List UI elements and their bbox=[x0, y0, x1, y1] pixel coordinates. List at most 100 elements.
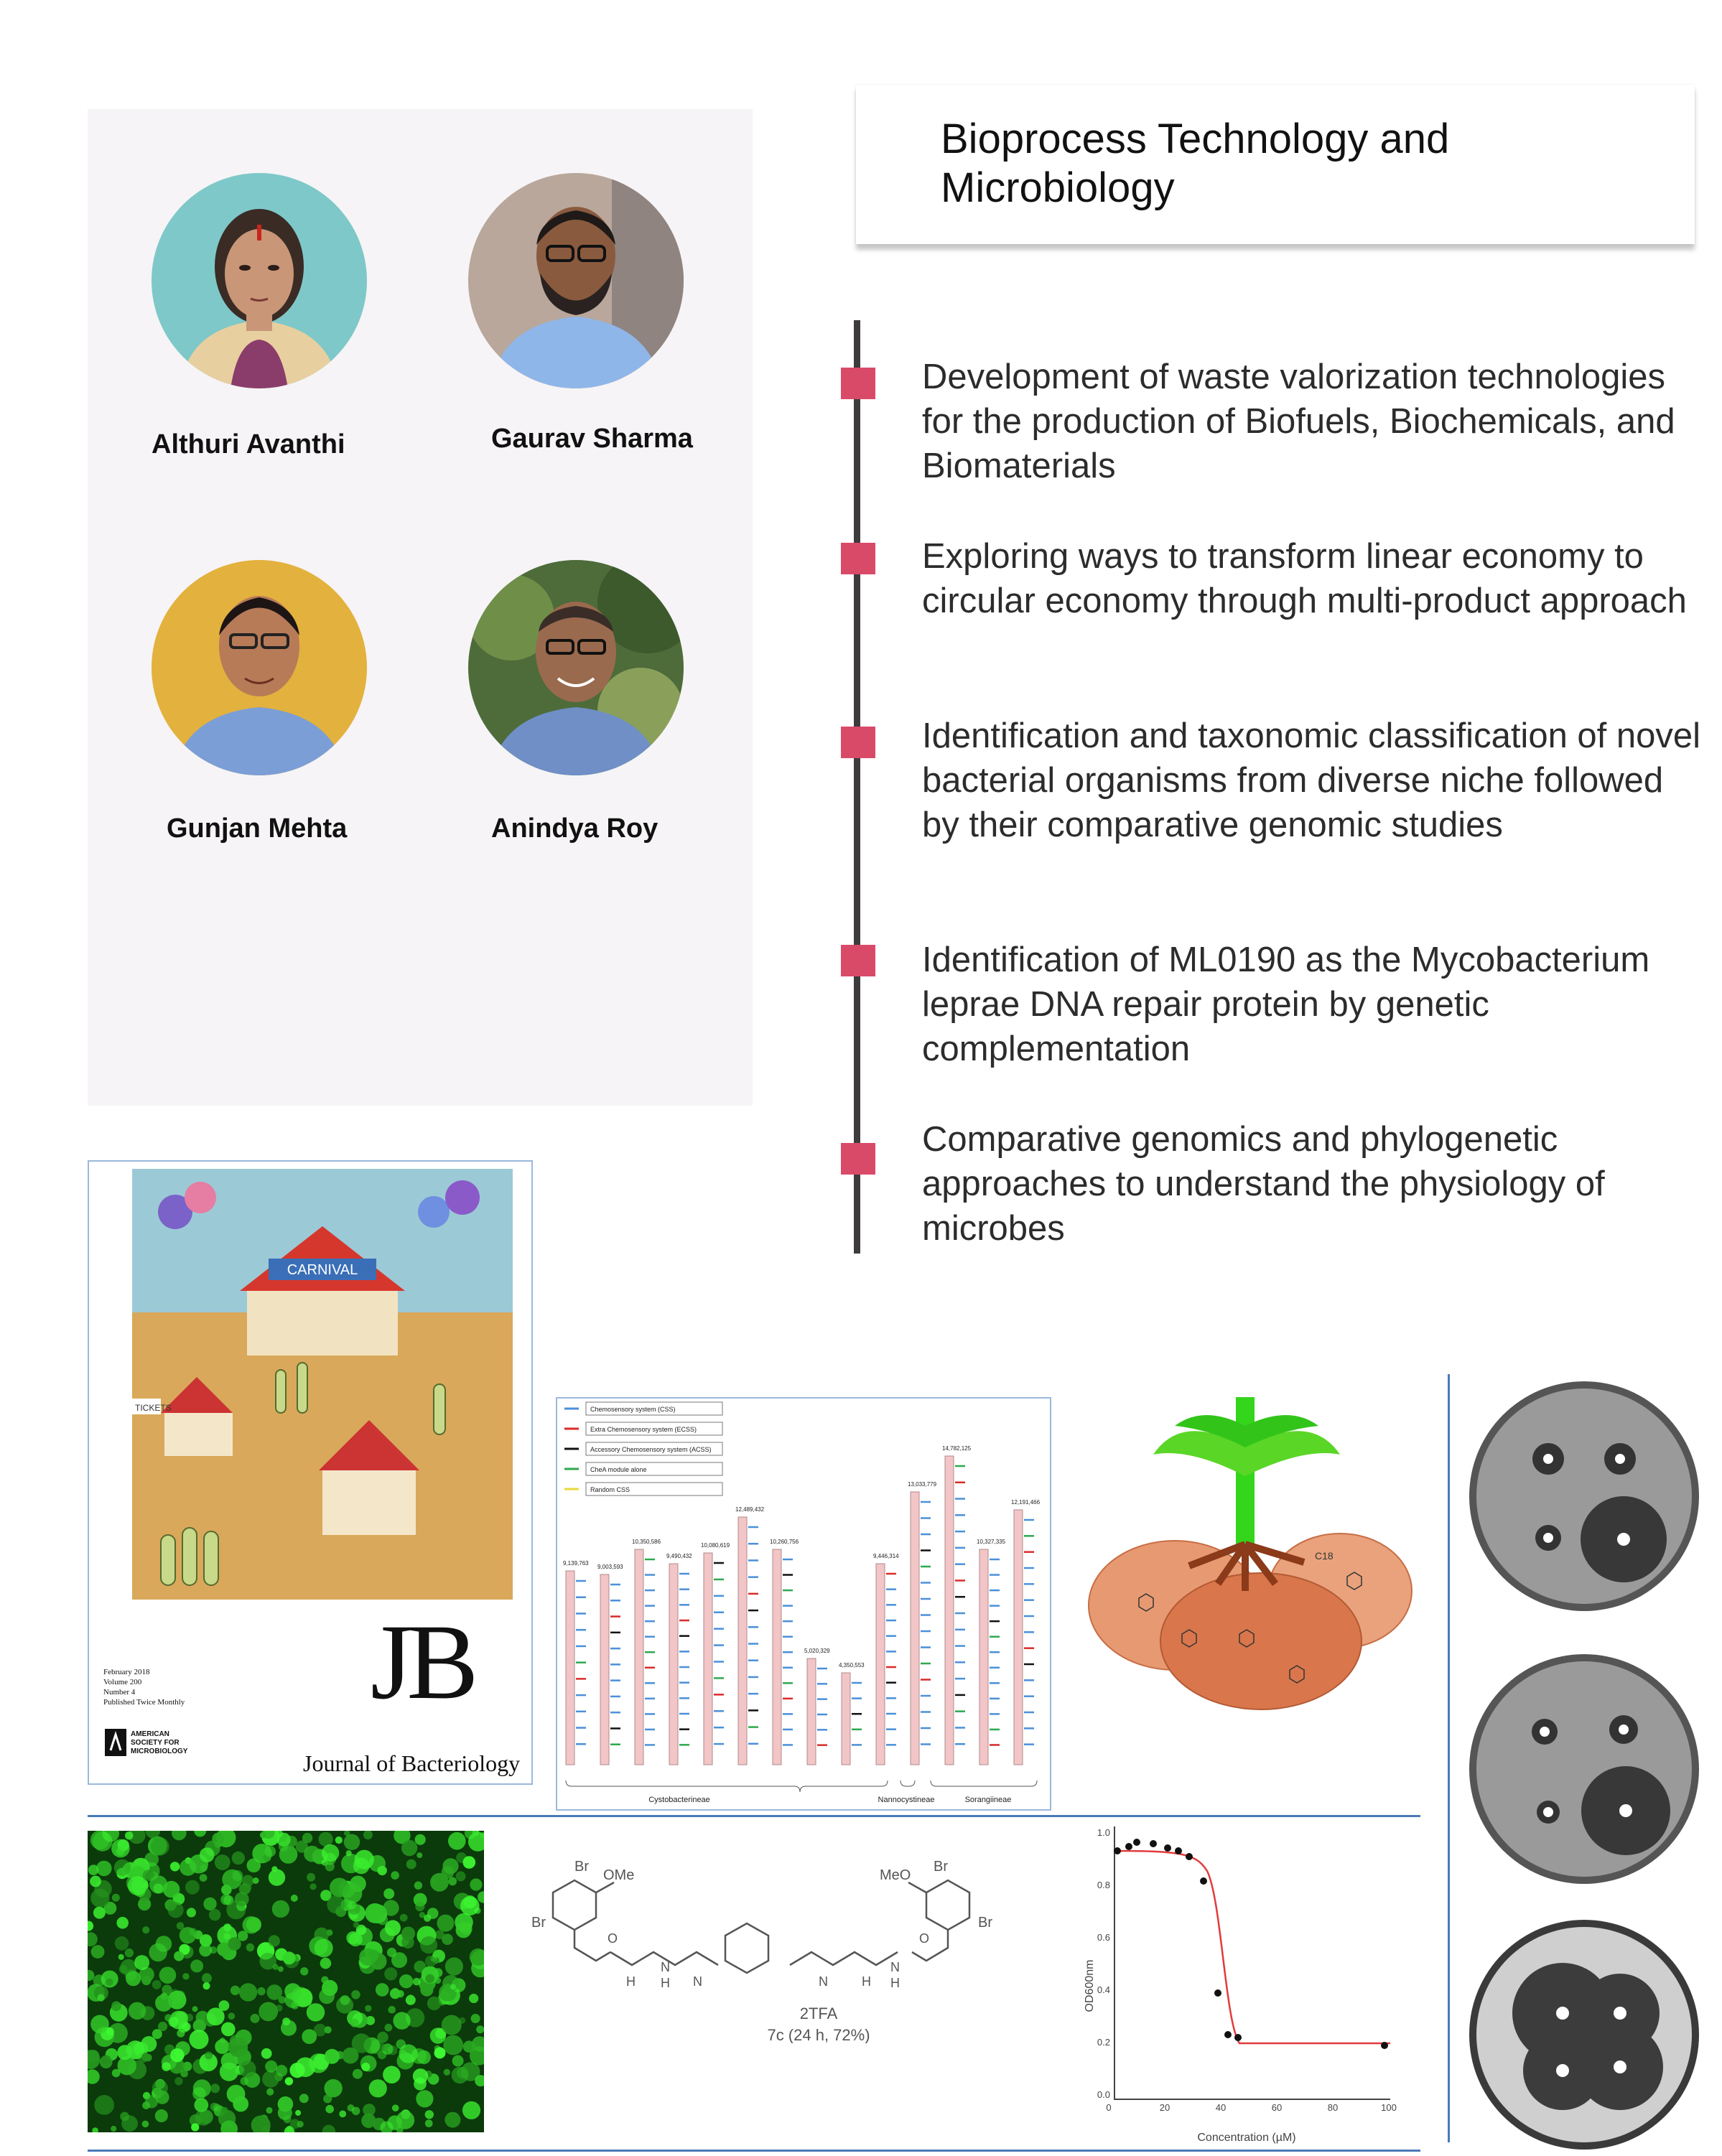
cell-blob bbox=[203, 1982, 210, 1990]
cell-blob bbox=[265, 2060, 278, 2073]
cell-blob bbox=[420, 1936, 438, 1954]
cell-blob bbox=[228, 1937, 241, 1951]
cell-blob bbox=[389, 1988, 401, 1999]
cell-blob bbox=[391, 1871, 399, 1880]
genome-size-label: 14,782,125 bbox=[942, 1445, 972, 1452]
research-item: Identification of ML0190 as the Mycobact… bbox=[922, 941, 1650, 1068]
cell-blob bbox=[262, 2071, 279, 2088]
genome-size-label: 9,139,763 bbox=[563, 1560, 589, 1567]
cell-blob bbox=[424, 1955, 437, 1967]
cell-blob bbox=[284, 2077, 294, 2086]
cell-blob bbox=[169, 1862, 180, 1872]
cell-blob bbox=[141, 1975, 152, 1986]
cell-blob bbox=[275, 2065, 288, 2077]
petri-dish-icon bbox=[1469, 1381, 1699, 2150]
cell-blob bbox=[222, 1869, 243, 1890]
cell-blob bbox=[462, 2040, 475, 2053]
legend-box bbox=[585, 1422, 723, 1436]
cell-blob bbox=[452, 2055, 464, 2067]
cell-blob bbox=[246, 1917, 261, 1933]
cell-blob bbox=[383, 1888, 395, 1900]
cell-blob bbox=[396, 2111, 415, 2129]
cell-blob bbox=[406, 1859, 416, 1870]
cell-blob bbox=[289, 2119, 300, 2129]
group-label: Nannocystineae bbox=[878, 1796, 935, 1804]
cell-blob bbox=[220, 1894, 232, 1905]
cell-blob bbox=[238, 1983, 258, 2002]
cell-blob bbox=[179, 1927, 197, 1944]
cell-blob bbox=[174, 2077, 183, 2086]
cell-blob bbox=[365, 2005, 372, 2012]
cell-blob bbox=[90, 1875, 101, 1887]
cell-blob bbox=[250, 2013, 260, 2023]
cell-blob bbox=[234, 1892, 249, 1907]
cell-blob bbox=[151, 1837, 169, 1856]
person-name: Gunjan Mehta bbox=[167, 813, 348, 844]
cell-blob bbox=[399, 2049, 406, 2056]
cell-blob bbox=[94, 2095, 114, 2115]
cell-blob bbox=[208, 1908, 221, 1921]
cell-blob bbox=[170, 2048, 185, 2063]
cell-blob bbox=[251, 2115, 271, 2135]
cell-blob bbox=[226, 2084, 246, 2104]
svg-text:Br: Br bbox=[531, 1915, 546, 1931]
cell-blob bbox=[352, 2068, 363, 2079]
cell-blob bbox=[212, 1832, 225, 1845]
svg-text:OMe: OMe bbox=[603, 1867, 634, 1883]
cell-blob bbox=[462, 2101, 481, 2119]
svg-text:CARNIVAL: CARNIVAL bbox=[287, 1262, 358, 1278]
cell-blob bbox=[158, 2021, 168, 2032]
cell-blob bbox=[155, 2090, 169, 2104]
cell-blob bbox=[445, 2111, 461, 2128]
svg-text:Concentration (µM): Concentration (µM) bbox=[1197, 2132, 1295, 2144]
timeline-marker-icon bbox=[841, 1143, 875, 1175]
cell-blob bbox=[441, 2015, 462, 2035]
genome-chart: Chemosensory system (CSS) Extra Chemosens… bbox=[563, 1401, 1041, 1804]
genome-size-label: 10,080,619 bbox=[701, 1542, 730, 1549]
cell-blob bbox=[394, 1827, 411, 1844]
cell-blob bbox=[202, 1973, 212, 1984]
svg-text:Br: Br bbox=[978, 1915, 992, 1931]
legend-box bbox=[585, 1442, 723, 1456]
cell-blob bbox=[190, 1959, 204, 1973]
cell-blob bbox=[302, 1832, 313, 1844]
cell-blob bbox=[448, 1831, 466, 1850]
dose-curve: OD600nm Concentration (µM) 1.0 0.8 0.6 0… bbox=[1084, 1826, 1397, 2144]
cell-blob bbox=[393, 2012, 411, 2030]
cell-blob bbox=[381, 2043, 394, 2055]
svg-text:H: H bbox=[862, 1974, 871, 1989]
svg-text:0.4: 0.4 bbox=[1097, 1984, 1110, 1995]
cell-blob bbox=[116, 1916, 129, 1929]
plant-root-diagram: C18 bbox=[1074, 1397, 1418, 1725]
cell-blob bbox=[259, 2002, 279, 2022]
cell-blob bbox=[386, 1947, 397, 1958]
cell-blob bbox=[355, 1924, 367, 1936]
molecule-icon: Br OMe Br MeO Br Br H N H N O O N H N H … bbox=[531, 1859, 992, 2044]
cell-blob bbox=[470, 2014, 480, 2023]
genome-size-label: 9,490,432 bbox=[666, 1553, 692, 1559]
group-bracket bbox=[900, 1780, 916, 1787]
cell-blob bbox=[324, 2048, 340, 2064]
cell-blob bbox=[182, 2061, 192, 2071]
cell-blob bbox=[324, 2026, 332, 2034]
cell-blob bbox=[194, 2098, 209, 2112]
cell-blob bbox=[268, 1935, 280, 1947]
cell-blob bbox=[318, 1831, 333, 1847]
cell-blob bbox=[111, 1839, 130, 1858]
cell-blob bbox=[141, 2053, 150, 2062]
cell-blob bbox=[210, 2083, 220, 2094]
cell-blob bbox=[359, 1948, 377, 1966]
cell-blob bbox=[415, 1902, 425, 1912]
cell-blob bbox=[327, 1895, 345, 1914]
cell-blob bbox=[206, 2007, 225, 2026]
cell-blob bbox=[340, 1995, 350, 2005]
cell-blob bbox=[347, 1900, 356, 1910]
genome-bar bbox=[565, 1570, 575, 1765]
cell-blob bbox=[217, 1942, 231, 1956]
genome-bar bbox=[875, 1563, 885, 1765]
cell-blob bbox=[96, 1860, 112, 1877]
cell-blob bbox=[142, 1870, 154, 1881]
cell-blob bbox=[199, 2053, 218, 2072]
cell-blob bbox=[467, 1831, 488, 1852]
cell-blob bbox=[90, 1945, 105, 1959]
